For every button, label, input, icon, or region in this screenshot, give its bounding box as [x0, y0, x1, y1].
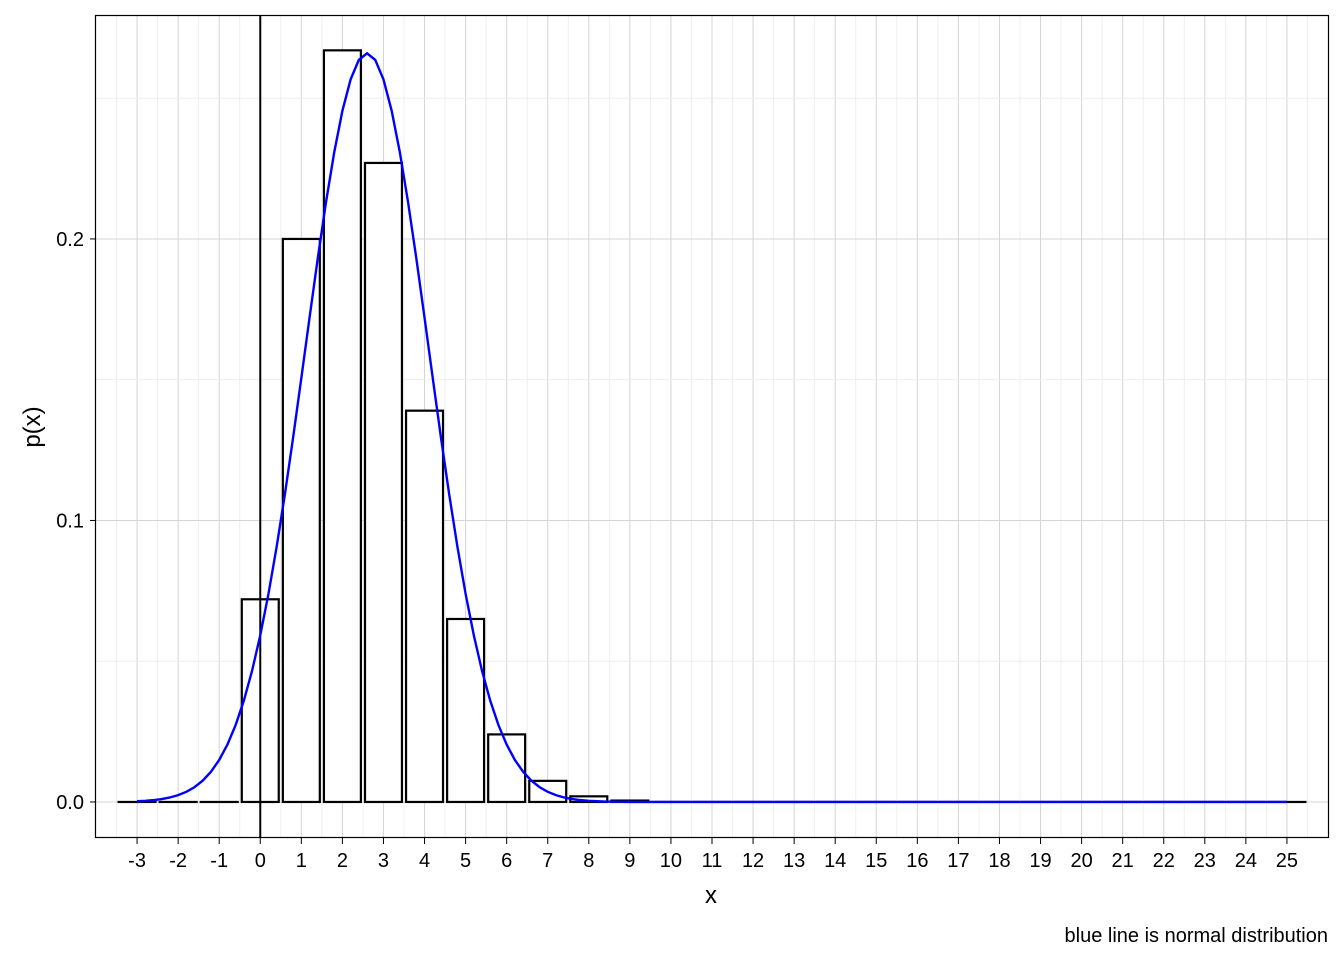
x-tick-label: 6 — [501, 850, 512, 872]
y-tick-label: 0.0 — [56, 792, 84, 814]
normal-curve — [137, 51, 1287, 804]
bar — [487, 733, 527, 804]
bar — [322, 49, 362, 804]
x-tick-label: 12 — [742, 850, 764, 872]
x-tick-label: 16 — [906, 850, 928, 872]
x-tick-label: 19 — [1029, 850, 1051, 872]
bar — [281, 237, 321, 804]
caption: blue line is normal distribution — [1065, 925, 1328, 947]
y-tick-label: 0.1 — [56, 510, 84, 532]
x-tick-label: 2 — [337, 850, 348, 872]
y-axis-ticks: 0.0 0.1 0.2 — [56, 229, 96, 814]
x-tick-label: 17 — [947, 850, 969, 872]
x-axis-ticks: -3 -2 -1 0 1 2 3 4 5 6 7 8 9 10 11 12 13 14 15 16 17 18 19 20 21… — [128, 838, 1298, 872]
x-tick-label: 13 — [783, 850, 805, 872]
y-axis-title: p(x) — [19, 406, 46, 447]
bar — [404, 409, 445, 804]
x-tick-label: -3 — [128, 850, 146, 872]
x-tick-label: -2 — [169, 850, 187, 872]
x-tick-label: 11 — [702, 850, 723, 872]
x-tick-label: 3 — [378, 850, 389, 872]
line-layer — [137, 16, 1287, 838]
grid-layer — [96, 16, 1328, 838]
x-tick-label: 22 — [1153, 850, 1175, 872]
x-tick-label: 18 — [988, 850, 1010, 872]
x-axis-title: x — [705, 882, 717, 909]
x-tick-label: 4 — [419, 850, 430, 872]
x-tick-label: 8 — [583, 850, 594, 872]
x-tick-label: 23 — [1194, 850, 1216, 872]
x-tick-label: 10 — [660, 850, 682, 872]
bar-layer — [117, 49, 1307, 804]
bar — [446, 617, 486, 804]
y-tick-label: 0.2 — [56, 229, 84, 251]
x-tick-label: 5 — [460, 850, 471, 872]
bar — [363, 161, 404, 804]
x-tick-label: 25 — [1276, 850, 1298, 872]
x-tick-label: -1 — [210, 850, 228, 872]
x-tick-label: 20 — [1070, 850, 1092, 872]
x-tick-label: 0 — [255, 850, 266, 872]
x-tick-label: 9 — [624, 850, 635, 872]
x-tick-label: 15 — [865, 850, 887, 872]
x-tick-label: 21 — [1112, 850, 1134, 872]
x-tick-label: 7 — [542, 850, 553, 872]
x-tick-label: 24 — [1235, 850, 1257, 872]
x-tick-label: 14 — [824, 850, 846, 872]
plot-frame — [94, 14, 1330, 839]
x-tick-label: 1 — [296, 850, 307, 872]
